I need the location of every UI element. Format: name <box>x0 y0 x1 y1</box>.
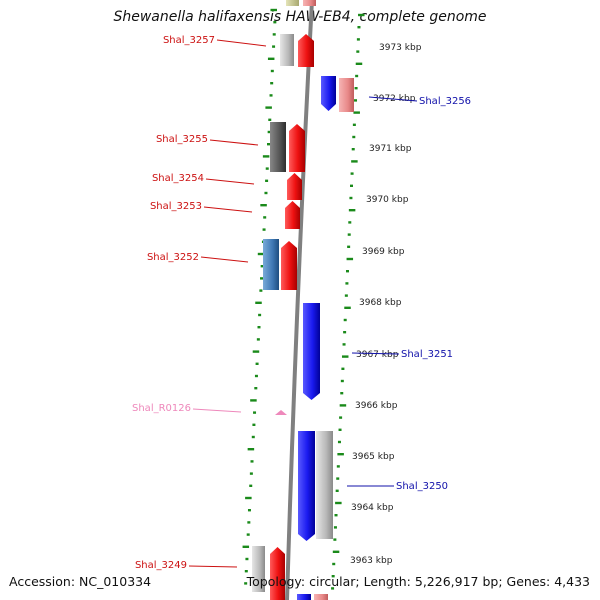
gray-block <box>252 546 265 592</box>
gene-label: Shal_3257 <box>163 35 215 46</box>
kbp-label: 3967 kbp <box>356 350 399 360</box>
rna-feature-r0126 <box>275 410 287 415</box>
gene-label: Shal_3254 <box>152 173 204 184</box>
accession-label: Accession: NC_010334 <box>9 574 152 589</box>
topology-label: Topology: circular; Length: 5,226,917 bp… <box>246 574 590 589</box>
leader-line <box>192 408 242 413</box>
map-title: Shewanella halifaxensis HAW-EB4, complet… <box>113 9 487 25</box>
gene-label: Shal_3256 <box>419 96 471 107</box>
leader-line <box>205 178 255 185</box>
kbp-label: 3965 kbp <box>352 452 395 462</box>
salmon-block <box>303 0 316 6</box>
cds-reverse-3250 <box>298 431 315 541</box>
dark-gray-block <box>270 122 286 172</box>
cds-forward-3252 <box>281 241 297 290</box>
kbp-label: 3970 kbp <box>366 195 409 205</box>
leader-line <box>368 96 418 102</box>
gene-labels: Shal_3257 Shal_3256 Shal_3255 Shal_3254 Shal… <box>132 35 471 571</box>
kbp-label: 3964 kbp <box>351 503 394 513</box>
kbp-label: 3969 kbp <box>362 247 405 257</box>
gene-label: Shal_3251 <box>401 349 453 360</box>
gray-block <box>280 34 294 66</box>
cds-forward-3253 <box>285 201 300 229</box>
gene-label: Shal_3252 <box>147 252 199 263</box>
olive-block <box>286 0 299 6</box>
kbp-label: 3971 kbp <box>369 144 412 154</box>
leader-line <box>216 39 267 47</box>
tick-marks-outer <box>331 13 365 590</box>
kbp-label: 3968 kbp <box>359 298 402 308</box>
cds-forward-3249 <box>270 547 285 600</box>
salmon-block <box>314 594 328 600</box>
blue-block <box>297 594 311 600</box>
steel-block <box>263 239 279 290</box>
cds-reverse-3256 <box>321 76 336 111</box>
cds-forward-3255 <box>289 124 305 172</box>
kbp-label: 3973 kbp <box>379 43 422 53</box>
genome-backbone <box>285 0 314 600</box>
tick-marks-inner <box>242 8 277 585</box>
leader-line <box>203 206 253 213</box>
leader-line <box>188 565 238 568</box>
kbp-label: 3963 kbp <box>350 556 393 566</box>
kbp-label: 3966 kbp <box>355 401 398 411</box>
leader-line <box>200 256 249 263</box>
feature-blocks <box>252 0 354 600</box>
salmon-block <box>339 78 354 112</box>
leader-line <box>351 352 400 355</box>
cds-forward-3257 <box>298 34 314 67</box>
gray-block <box>316 431 333 539</box>
cds-forward-3254 <box>287 173 302 200</box>
leader-line <box>209 139 259 146</box>
gene-label: Shal_3253 <box>150 201 202 212</box>
gene-label: Shal_R0126 <box>132 403 191 414</box>
cds-reverse-3251 <box>303 303 320 400</box>
gene-label: Shal_3250 <box>396 481 448 492</box>
gene-label: Shal_3249 <box>135 560 187 571</box>
gene-label: Shal_3255 <box>156 134 208 145</box>
